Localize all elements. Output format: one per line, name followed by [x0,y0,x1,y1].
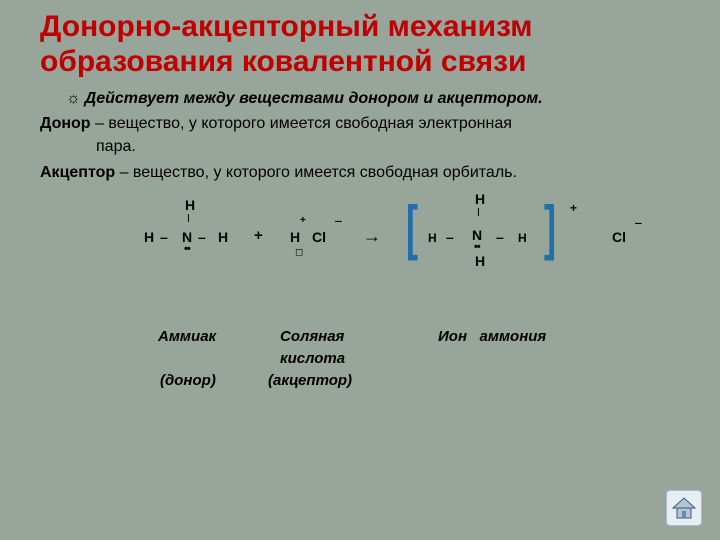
nh3-bond-left: – [160,230,168,244]
nh4-H-left: H [428,232,437,244]
nh4-H-bottom: H [475,254,485,268]
nh4-H-top: H [475,192,485,206]
nh3-lone-pair: •• [184,244,190,255]
definition-acceptor: Акцептор – вещество, у которого имеется … [40,161,680,184]
nh4-bond-top: ǀ [477,208,480,219]
donor-term: Донор [40,115,91,132]
label-hcl-1: Соляная [280,328,344,345]
subtitle-text: Действует между веществами донором и акц… [85,90,543,107]
subtitle-line: ☼Действует между веществами донором и ак… [66,87,680,110]
nh3-H-right: H [218,230,228,244]
bracket-left: [ [406,198,418,258]
nh3-bond-top: ǀ [187,214,190,225]
donor-text: – вещество, у которого имеется свободная… [91,115,512,132]
hcl-H: H [290,230,300,244]
bracket-right: ] [544,198,556,258]
definition-donor: Донор – вещество, у которого имеется сво… [40,112,680,158]
hcl-plus: + [300,216,306,226]
label-hcl-2: кислота [280,350,345,367]
label-donor: (донор) [160,372,216,389]
slide-title: Донорно-акцепторный механизм образования… [40,10,680,79]
home-button[interactable] [666,490,702,526]
acceptor-text: – вещество, у которого имеется свободная… [115,164,517,181]
label-acceptor: (акцептор) [268,372,352,389]
nh3-H-top: H [185,198,195,212]
label-ammonia: Аммиак [158,328,216,345]
donor-cont: пара. [96,135,680,158]
cl-out-minus: ‾ [636,222,641,236]
nh3-N: N [182,230,192,244]
slide: Донорно-акцепторный механизм образования… [0,0,720,540]
reaction-arrow: → [363,227,381,245]
sun-icon: ☼ [66,87,81,110]
hcl-box: ◻ [295,248,303,258]
reaction-labels: Аммиак Соляная кислота Ион аммония (доно… [40,328,680,398]
nh3-H-left: H [144,230,154,244]
acceptor-term: Акцептор [40,164,115,181]
reaction-diagram: H ǀ H – N – H •• + H + Cl ‾ ◻ → [ H ǀ H … [40,198,680,308]
label-ion: Ион аммония [438,328,546,345]
bracket-plus: + [570,202,577,214]
nh4-H-right: H [518,232,527,244]
cl-out: Cl [612,230,626,244]
nh3-bond-right: – [198,230,206,244]
hcl-Cl: Cl [312,230,326,244]
plus-between: + [254,228,263,243]
nh4-N: N [472,228,482,242]
home-icon [670,494,698,522]
nh4-lone-pair: •• [474,242,480,253]
nh4-bond-left: – [446,230,454,244]
hcl-minus: ‾ [336,220,341,234]
nh4-bond-right: – [496,230,504,244]
body-text: ☼Действует между веществами донором и ак… [40,87,680,184]
